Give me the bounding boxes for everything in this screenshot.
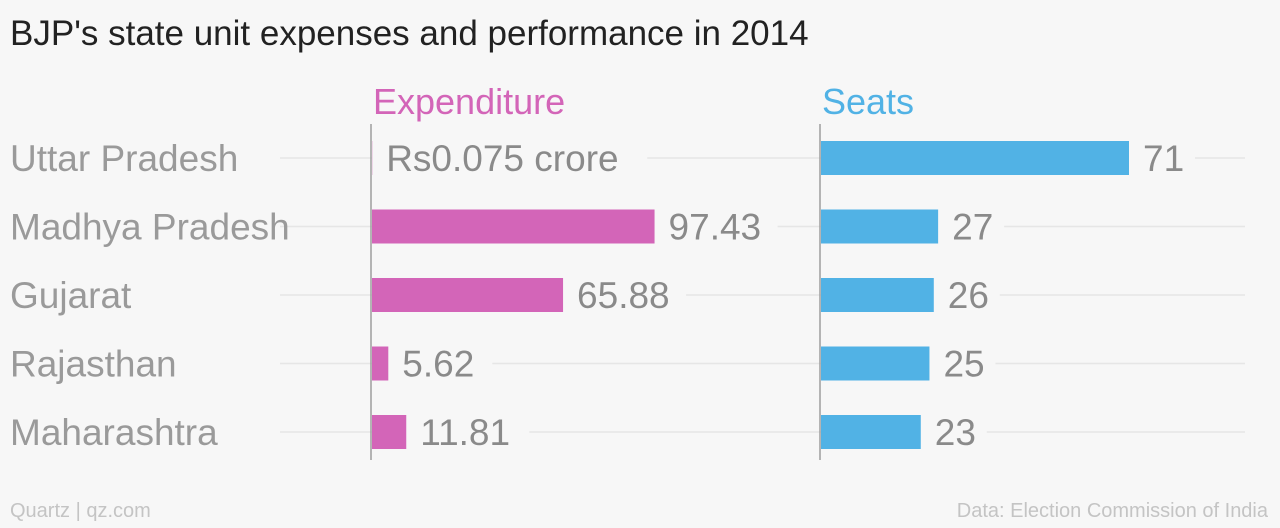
chart-title: BJP's state unit expenses and performanc… xyxy=(10,14,809,53)
data-label: Rs0.075 crore xyxy=(386,138,618,179)
category-label: Uttar Pradesh xyxy=(10,138,238,179)
data-label: 26 xyxy=(948,275,989,316)
data-label: 11.81 xyxy=(420,412,510,453)
series-header: Expenditure xyxy=(373,81,565,122)
label-backdrop xyxy=(372,138,648,178)
category-label: Madhya Pradesh xyxy=(10,207,290,248)
footer-credit: Data: Election Commission of India xyxy=(956,500,1268,522)
label-backdrop xyxy=(372,343,493,384)
bar xyxy=(372,278,564,312)
category-label: Gujarat xyxy=(10,275,132,316)
bar xyxy=(821,141,1129,175)
data-label: 65.88 xyxy=(577,275,670,316)
data-label: 5.62 xyxy=(402,344,474,385)
data-label: 97.43 xyxy=(669,207,762,248)
data-label: 25 xyxy=(943,344,984,385)
bar xyxy=(821,278,934,312)
data-label: 27 xyxy=(952,207,993,248)
data-label: 71 xyxy=(1143,138,1184,179)
bar xyxy=(372,415,407,449)
bar xyxy=(372,209,655,244)
bar xyxy=(821,209,939,244)
series-header: Seats xyxy=(822,81,914,122)
category-label: Rajasthan xyxy=(10,344,177,385)
footer-source: Quartz | qz.com xyxy=(10,500,151,522)
data-label: 23 xyxy=(935,412,976,453)
bar xyxy=(821,415,921,449)
bar xyxy=(372,346,389,381)
bar xyxy=(821,346,930,381)
category-label: Maharashtra xyxy=(10,412,218,453)
